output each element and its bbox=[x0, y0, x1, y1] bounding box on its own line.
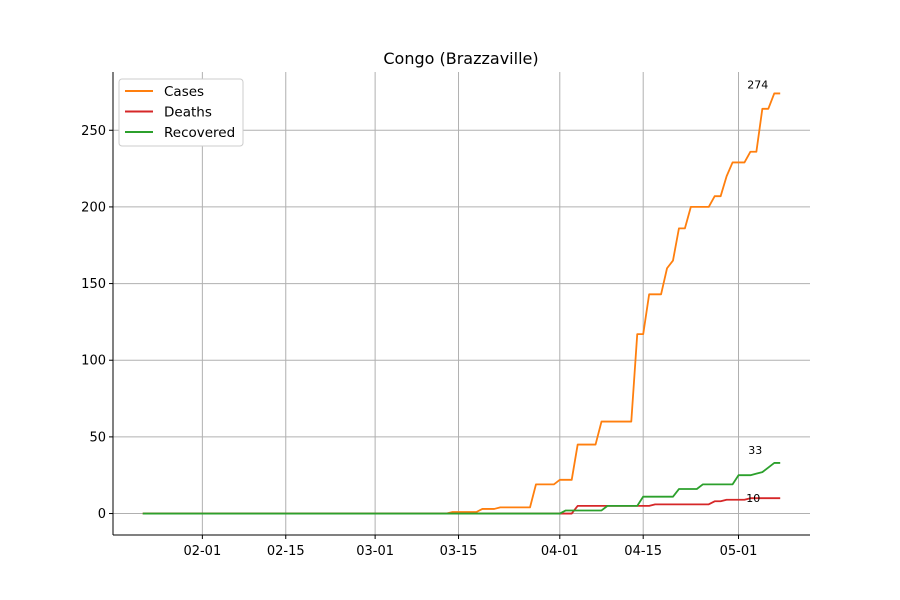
legend-label-recovered: Recovered bbox=[164, 125, 235, 141]
tick-labels: 02-01 02-15 03-01 03-15 04-01 04-15 05-01 0 50 10… bbox=[81, 124, 757, 559]
series-lines bbox=[142, 92, 781, 515]
y-tick-label: 200 bbox=[81, 200, 106, 215]
end-label-cases: 274 bbox=[747, 78, 768, 91]
x-tick-label: 05-01 bbox=[720, 544, 758, 559]
legend: Cases Deaths Recovered bbox=[118, 78, 244, 147]
x-tick-label: 03-15 bbox=[440, 544, 478, 559]
x-tick-label: 04-01 bbox=[541, 544, 579, 559]
legend-box bbox=[118, 78, 244, 147]
end-labels: 274 10 33 bbox=[746, 78, 768, 505]
chart-title: Congo (Brazzaville) bbox=[383, 49, 538, 68]
y-tick-label: 100 bbox=[81, 354, 106, 369]
x-tick-label: 02-15 bbox=[267, 544, 305, 559]
x-tick-label: 04-15 bbox=[624, 544, 662, 559]
y-tick-label: 0 bbox=[98, 507, 106, 522]
end-label-deaths: 10 bbox=[746, 492, 760, 505]
axes bbox=[112, 72, 810, 536]
legend-label-cases: Cases bbox=[164, 84, 204, 100]
x-tick-label: 03-01 bbox=[356, 544, 394, 559]
x-tick-label: 02-01 bbox=[183, 544, 221, 559]
y-tick-label: 50 bbox=[89, 430, 106, 445]
legend-label-deaths: Deaths bbox=[164, 105, 212, 121]
series-line-recovered bbox=[142, 462, 781, 515]
y-tick-label: 250 bbox=[81, 124, 106, 139]
y-tick-label: 150 bbox=[81, 277, 106, 292]
end-label-recovered: 33 bbox=[748, 444, 762, 457]
